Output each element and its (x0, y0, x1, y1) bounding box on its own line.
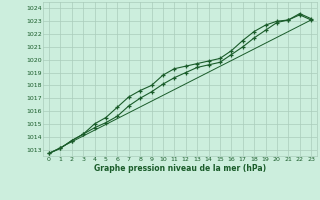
X-axis label: Graphe pression niveau de la mer (hPa): Graphe pression niveau de la mer (hPa) (94, 164, 266, 173)
